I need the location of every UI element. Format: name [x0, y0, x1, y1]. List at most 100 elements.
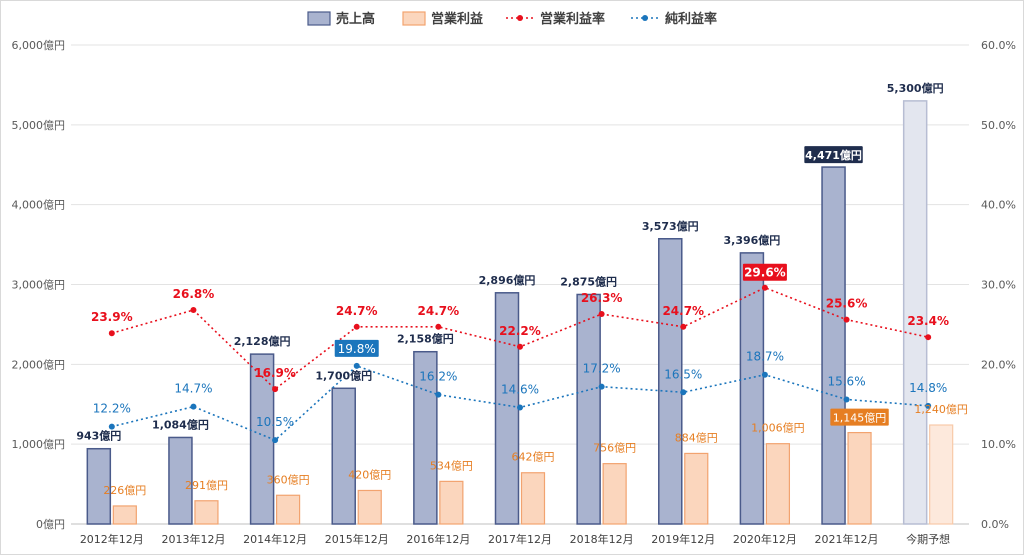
net-margin-point: [925, 402, 932, 409]
right-tick-label: 50.0%: [981, 119, 1016, 132]
operating-profit-bar: [194, 500, 219, 525]
legend: 売上高 営業利益 営業利益率 純利益率: [307, 11, 717, 27]
left-tick-label: 0億円: [36, 518, 65, 531]
operating-profit-bar: [439, 480, 464, 525]
net-margin-label: 17.2%: [583, 362, 621, 376]
operating-margin-point: [761, 284, 768, 291]
operating-profit-bar: [112, 505, 137, 525]
sales-bar: [576, 293, 601, 525]
net-margin-point: [843, 396, 850, 403]
sales-label: 2,158億円: [397, 332, 454, 346]
operating-margin-point: [680, 323, 687, 330]
net-margin-label: 14.6%: [501, 382, 539, 396]
operating-margin-label-highlight: [742, 263, 787, 281]
net-margin-point: [761, 371, 768, 378]
left-tick-label: 2,000億円: [12, 358, 66, 371]
gridlines: [71, 44, 969, 525]
operating-profit-bar: [847, 431, 872, 525]
operating-profit-bar: [602, 463, 627, 525]
left-tick-label: 1,000億円: [12, 438, 66, 451]
operating-profit-label: 756億円: [593, 442, 636, 455]
net-margin-label: 16.2%: [419, 370, 457, 384]
net-margin-label: 12.2%: [93, 402, 131, 416]
net-margin-point: [272, 437, 279, 444]
net-margin-point: [435, 391, 442, 398]
left-tick-label: 4,000億円: [12, 199, 66, 212]
net-margin-label: 19.8%: [338, 342, 376, 356]
net-margin-line: [111, 365, 929, 442]
left-tick-label: 6,000億円: [12, 39, 66, 52]
legend-label-sales: 売上高: [336, 11, 375, 27]
net-margin-label: 15.6%: [827, 374, 865, 388]
category-label: 2012年12月: [80, 532, 144, 546]
operating-profit-bar: [357, 489, 382, 525]
category-label: 2013年12月: [161, 532, 225, 546]
operating-margin-point: [843, 316, 850, 323]
operating-margin-label: 29.6%: [744, 266, 786, 280]
operating-margin-label: 22.2%: [499, 324, 541, 338]
operating-profit-bar: [520, 472, 546, 525]
operating-margin-label: 25.6%: [826, 297, 868, 311]
operating-profit-label: 420億円: [348, 468, 391, 481]
sales-bar: [331, 387, 356, 525]
operating-margin-label: 26.3%: [581, 291, 623, 305]
operating-profit-label: 1,006億円: [751, 422, 805, 435]
operating-profit-label: 642億円: [512, 451, 555, 464]
right-tick-label: 40.0%: [981, 199, 1016, 212]
right-tick-label: 10.0%: [981, 438, 1016, 451]
net-margin-point: [680, 389, 687, 396]
legend-swatch-op: [402, 11, 426, 26]
operating-margin-label: 24.7%: [336, 304, 378, 318]
category-label: 2021年12月: [815, 532, 879, 546]
right-tick-label: 20.0%: [981, 358, 1016, 371]
net-margin-point: [598, 383, 605, 390]
bars: [86, 100, 954, 525]
operating-margin-point: [353, 323, 360, 330]
right-tick-label: 60.0%: [981, 39, 1016, 52]
legend-label-net: 純利益率: [665, 11, 717, 27]
net-margin-label: 14.8%: [909, 381, 947, 395]
category-label: 今期予想: [906, 532, 950, 546]
operating-margin-point: [190, 307, 197, 314]
legend-label-op: 営業利益: [431, 11, 483, 27]
operating-profit-label: 534億円: [430, 459, 473, 472]
sales-label: 2,875億円: [560, 274, 617, 288]
data-labels: 943億円 1,084億円 2,128億円 1,700億円 2,158億円 2,896億円…: [76, 81, 968, 497]
category-label: 2015年12月: [325, 532, 389, 546]
net-margin-point: [190, 403, 197, 410]
operating-margin-point: [925, 334, 932, 341]
operating-profit-label: 226億円: [103, 484, 146, 497]
sales-bar: [658, 238, 683, 525]
sales-label: 1,084億円: [152, 417, 209, 431]
sales-bar: [168, 436, 193, 525]
operating-margin-label: 26.8%: [173, 287, 215, 301]
sales-label: 943億円: [76, 429, 121, 443]
category-label: 2016年12月: [406, 532, 470, 546]
left-tick-label: 3,000億円: [12, 279, 66, 292]
operating-profit-bar: [684, 452, 709, 525]
right-tick-label: 30.0%: [981, 279, 1016, 292]
right-tick-label: 0.0%: [981, 518, 1009, 531]
sales-label: 1,700億円: [315, 368, 372, 382]
sales-bar: [86, 447, 112, 525]
operating-margin-label: 24.7%: [418, 304, 460, 318]
operating-profit-bar: [765, 443, 791, 525]
operating-margin-label: 23.4%: [907, 314, 949, 328]
sales-bar: [902, 100, 928, 525]
sales-bar: [821, 166, 846, 525]
operating-margin-point: [598, 311, 605, 318]
operating-margin-label: 24.7%: [662, 304, 704, 318]
net-margin-label: 14.7%: [174, 382, 212, 396]
operating-profit-label: 1,240億円: [914, 403, 968, 416]
sales-label-highlight: [804, 146, 863, 164]
operating-profit-label: 291億円: [185, 479, 228, 492]
net-margin-label-highlight: [334, 339, 379, 357]
operating-profit-label: 884億円: [675, 431, 718, 444]
category-label: 2017年12月: [488, 532, 552, 546]
net-margin-point: [353, 362, 360, 369]
sales-label: 5,300億円: [887, 81, 944, 95]
legend-marker-net: [642, 15, 648, 21]
operating-margin-point: [108, 330, 115, 337]
